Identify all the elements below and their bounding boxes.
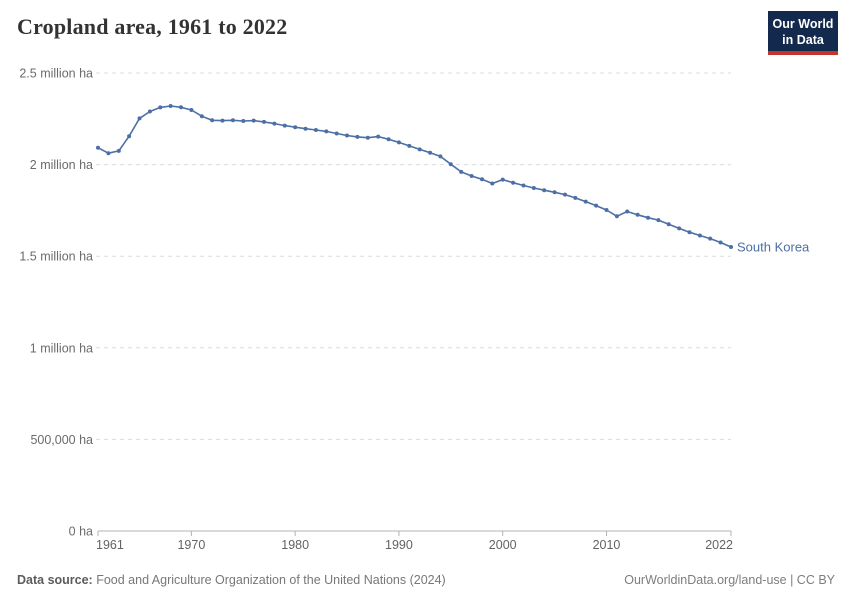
data-point[interactable]	[583, 199, 588, 204]
x-axis-tick-label: 1980	[281, 538, 309, 552]
data-point[interactable]	[666, 222, 671, 227]
data-point[interactable]	[386, 137, 391, 142]
data-point[interactable]	[448, 162, 453, 167]
data-point[interactable]	[677, 226, 682, 231]
data-point[interactable]	[241, 119, 246, 123]
x-axis-tick-label: 2022	[705, 538, 733, 552]
data-point[interactable]	[500, 177, 505, 182]
data-point[interactable]	[656, 218, 661, 223]
data-point[interactable]	[521, 183, 526, 188]
data-source-value: Food and Agriculture Organization of the…	[92, 573, 446, 587]
data-point[interactable]	[635, 212, 640, 217]
x-axis-tick-label: 2000	[489, 538, 517, 552]
data-point[interactable]	[365, 135, 370, 140]
x-axis-tick-label: 1990	[385, 538, 413, 552]
y-axis-tick-label: 1.5 million ha	[19, 250, 93, 264]
data-source-label: Data source:	[17, 573, 93, 587]
data-point[interactable]	[552, 190, 557, 195]
entity-label[interactable]: South Korea	[737, 240, 810, 255]
y-axis-tick-label: 2.5 million ha	[19, 67, 93, 81]
y-axis-tick-label: 500,000 ha	[30, 433, 93, 447]
data-point[interactable]	[168, 104, 173, 108]
data-point[interactable]	[417, 147, 422, 152]
data-point[interactable]	[210, 118, 215, 123]
data-point[interactable]	[480, 177, 484, 182]
data-point[interactable]	[625, 209, 630, 214]
data-point[interactable]	[262, 119, 266, 124]
x-axis-tick-label: 1961	[96, 538, 124, 552]
data-point[interactable]	[511, 180, 516, 185]
data-point[interactable]	[158, 105, 163, 110]
x-axis-tick-label: 2010	[593, 538, 621, 552]
data-point[interactable]	[531, 186, 536, 190]
chart-footer: Data source: Food and Agriculture Organi…	[17, 573, 835, 587]
y-axis-tick-label: 1 million ha	[30, 341, 93, 355]
data-line[interactable]	[97, 105, 732, 248]
data-point[interactable]	[469, 174, 474, 178]
data-point[interactable]	[459, 169, 464, 174]
data-point[interactable]	[355, 134, 360, 139]
data-point[interactable]	[251, 118, 256, 123]
data-point[interactable]	[220, 118, 225, 123]
data-point[interactable]	[293, 125, 298, 130]
data-point[interactable]	[179, 105, 183, 110]
y-axis-tick-label: 0 ha	[69, 525, 93, 539]
data-point[interactable]	[313, 128, 318, 132]
data-point[interactable]	[230, 118, 235, 123]
data-point[interactable]	[614, 214, 619, 219]
data-point[interactable]	[490, 181, 495, 186]
data-point[interactable]	[96, 145, 100, 150]
data-point[interactable]	[438, 154, 443, 159]
owid-logo-line2: in Data	[782, 33, 824, 47]
owid-logo[interactable]: Our World in Data	[768, 11, 838, 55]
data-point[interactable]	[147, 109, 152, 114]
data-point[interactable]	[718, 240, 723, 245]
y-axis-tick-label: 2 million ha	[30, 158, 93, 172]
data-point[interactable]	[542, 188, 547, 193]
data-point[interactable]	[396, 140, 401, 145]
data-point[interactable]	[324, 129, 329, 134]
data-point[interactable]	[646, 215, 650, 220]
data-point[interactable]	[334, 131, 339, 136]
data-point[interactable]	[272, 121, 277, 126]
data-point[interactable]	[345, 133, 349, 138]
owid-logo-line1: Our World	[772, 17, 834, 31]
data-point[interactable]	[594, 203, 599, 208]
data-point[interactable]	[697, 233, 702, 238]
data-point[interactable]	[573, 195, 578, 200]
data-point[interactable]	[729, 245, 733, 249]
data-point[interactable]	[687, 230, 692, 235]
data-point[interactable]	[563, 192, 567, 197]
data-point[interactable]	[303, 126, 308, 131]
data-point[interactable]	[708, 236, 713, 241]
data-point[interactable]	[604, 208, 609, 212]
data-point[interactable]	[282, 123, 287, 128]
owid-url-text[interactable]: OurWorldinData.org/land-use | CC BY	[624, 573, 835, 587]
data-point[interactable]	[199, 114, 204, 119]
data-point[interactable]	[137, 116, 142, 121]
data-point[interactable]	[376, 134, 381, 139]
x-axis-tick-label: 1970	[177, 538, 205, 552]
data-point[interactable]	[428, 150, 433, 155]
page-title: Cropland area, 1961 to 2022	[17, 14, 288, 39]
data-point[interactable]	[127, 134, 132, 139]
data-point[interactable]	[407, 143, 412, 148]
data-point[interactable]	[189, 108, 194, 112]
data-source-text: Data source: Food and Agriculture Organi…	[17, 573, 446, 587]
data-point[interactable]	[106, 151, 111, 156]
data-point[interactable]	[116, 148, 121, 153]
